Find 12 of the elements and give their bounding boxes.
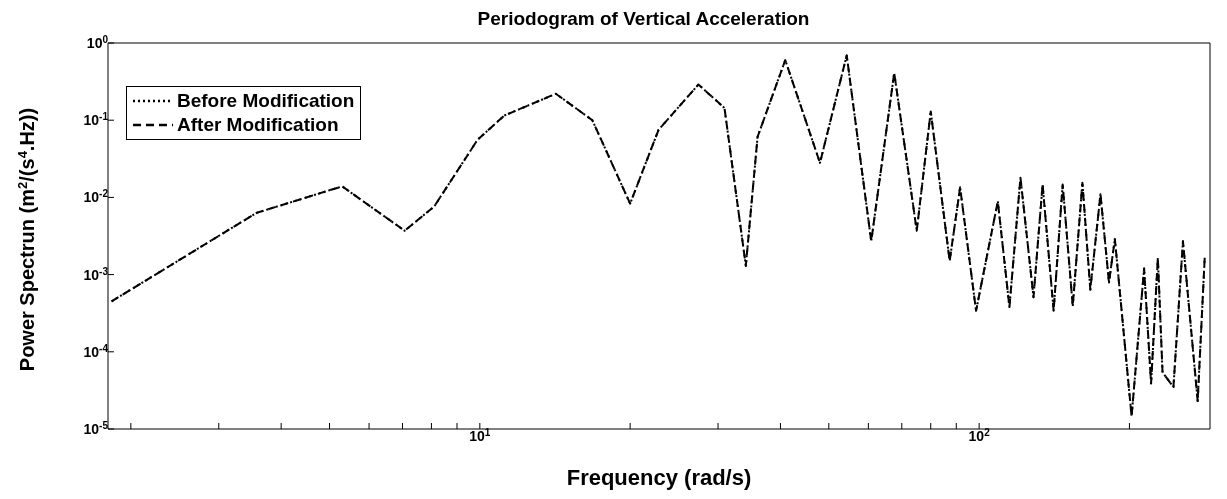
- y-tick-label: 10$^{-2}$: [83, 187, 109, 206]
- y-tick-label: 10$^{-1}$: [83, 110, 109, 129]
- y-tick-label: 10$^{-4}$: [83, 342, 109, 360]
- y-tick-label: 10$^{0}$: [86, 33, 109, 51]
- legend-label: Before Modification: [176, 89, 355, 113]
- y-tick-label: 10$^{-5}$: [83, 419, 109, 437]
- x-axis-title: Frequency (rad/s): [566, 465, 752, 490]
- chart-title: Periodogram of Vertical Acceleration: [476, 8, 811, 31]
- legend-label: After Modification: [176, 113, 340, 137]
- y-tick-label: 10$^{-3}$: [83, 265, 109, 283]
- x-tick-label: 10$^{1}$: [469, 426, 491, 444]
- x-tick-label: 10$^{2}$: [968, 426, 991, 444]
